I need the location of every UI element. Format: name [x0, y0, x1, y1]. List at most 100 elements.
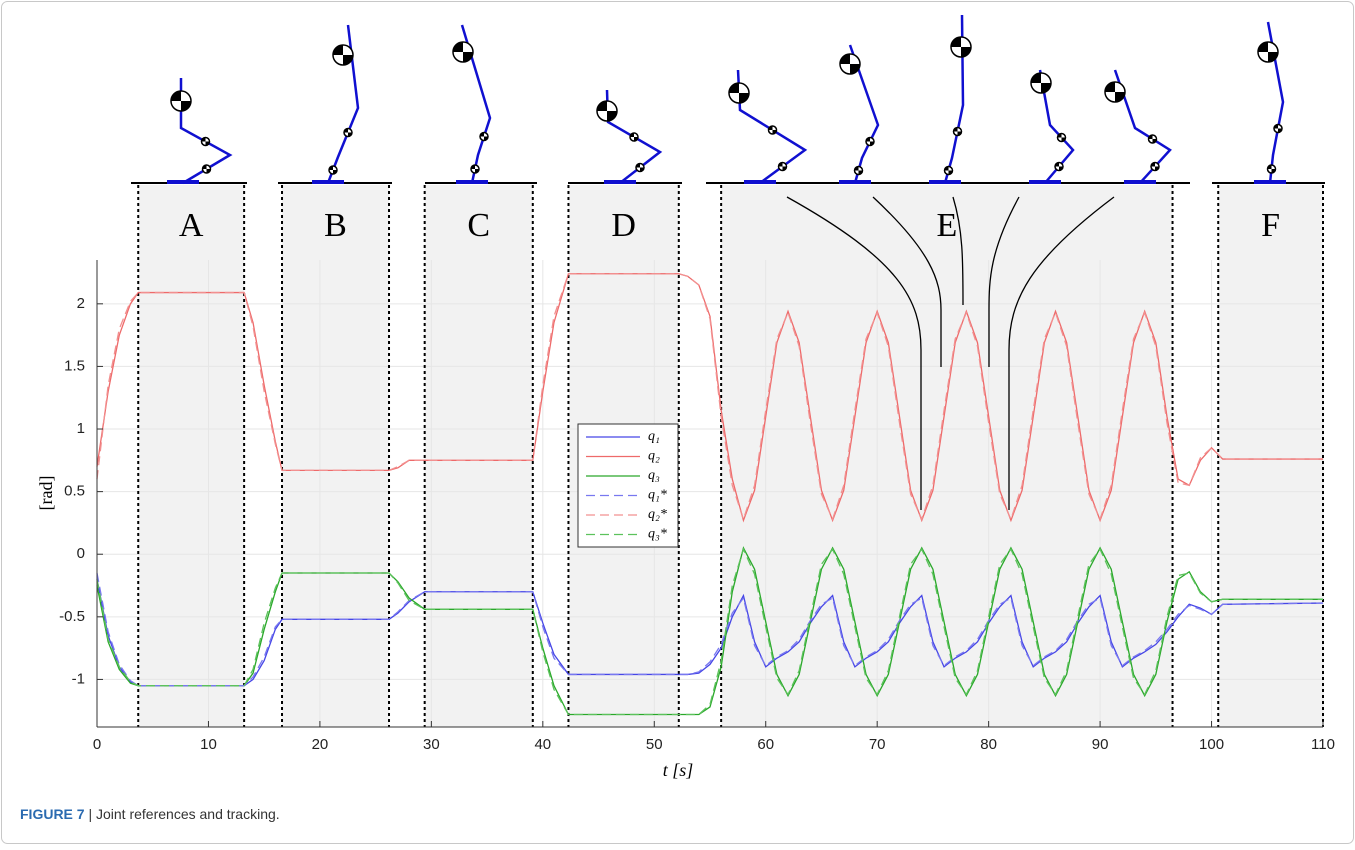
curve	[952, 196, 964, 306]
com-quadrant	[348, 132, 352, 137]
stick-figure	[839, 44, 880, 184]
com-quadrant	[870, 141, 874, 146]
stick-figure	[312, 24, 360, 184]
stick-figure	[728, 69, 808, 185]
legend-label: q₁*	[648, 488, 667, 503]
com-quadrant	[471, 165, 475, 169]
com-quadrant	[344, 128, 348, 133]
region-label: B	[324, 207, 347, 244]
x-tick-label: 20	[312, 736, 329, 753]
legend-box	[577, 423, 679, 548]
com-quadrant	[1059, 166, 1063, 171]
com-quadrant	[957, 131, 962, 136]
com-quadrant	[201, 137, 206, 142]
x-tick-label: 80	[980, 736, 997, 753]
com-quadrant	[1274, 124, 1278, 129]
series-line	[96, 579, 1324, 687]
com-quadrant	[480, 132, 484, 137]
com-quadrant	[329, 166, 333, 170]
legend: q₁ q₂ q₃ q₁* q₂* q₃*	[577, 423, 679, 548]
stick-figure	[1104, 69, 1172, 184]
com-quadrant	[961, 47, 971, 57]
com-quadrant	[850, 64, 860, 74]
region	[1218, 185, 1323, 727]
com-quadrant	[1041, 83, 1051, 93]
annotation-curves	[786, 196, 1115, 510]
com-quadrant	[634, 137, 638, 141]
x-tick-label: 50	[646, 736, 663, 753]
com-quadrant	[768, 126, 773, 130]
regions: A B C D E F	[138, 185, 1323, 727]
com-quadrant	[951, 37, 961, 47]
com-quadrant	[729, 83, 739, 93]
region-label: F	[1261, 207, 1280, 244]
com-quadrant	[1105, 82, 1115, 92]
region-label: E	[936, 207, 957, 244]
com-quadrant	[463, 52, 473, 62]
y-tick-label: 1.5	[64, 357, 85, 374]
com-quadrant	[333, 45, 343, 55]
com-quadrant	[782, 166, 787, 171]
x-tick-label: 0	[93, 736, 101, 753]
stick-figures	[131, 14, 1325, 185]
x-tick-label: 100	[1199, 736, 1224, 753]
series-line	[96, 273, 1323, 523]
region	[424, 185, 533, 727]
legend-label: q₃*	[648, 527, 667, 542]
com-quadrant	[1057, 133, 1062, 138]
curve	[872, 196, 942, 367]
x-tick-label: 40	[534, 736, 551, 753]
x-tick-label: 110	[1311, 736, 1335, 753]
com-quadrant	[205, 141, 210, 146]
y-tick-label: 2	[77, 295, 85, 312]
com-quadrant	[202, 165, 207, 169]
com-quadrant	[1155, 166, 1159, 171]
com-quadrant	[1268, 52, 1278, 62]
region	[138, 185, 245, 727]
region	[721, 185, 1173, 727]
x-tick-label: 90	[1092, 736, 1109, 753]
series-line	[96, 547, 1323, 716]
x-axis-label: t [s]	[663, 760, 694, 780]
stick-figure	[596, 89, 663, 184]
com-quadrant	[1152, 139, 1157, 143]
com-quadrant	[333, 170, 337, 174]
region-label: D	[611, 207, 636, 244]
x-tick-label: 60	[757, 736, 774, 753]
region-label: A	[179, 207, 204, 244]
com-quadrant	[1151, 162, 1155, 167]
com-quadrant	[854, 166, 859, 171]
com-quadrant	[171, 91, 181, 101]
legend-label: q₃	[648, 468, 660, 483]
com-quadrant	[866, 137, 870, 142]
com-quadrant	[1055, 162, 1059, 167]
com-quadrant	[1031, 73, 1041, 83]
curve	[786, 196, 922, 510]
y-tick-label: -0.5	[59, 608, 85, 625]
com-quadrant	[1258, 42, 1268, 52]
com-quadrant	[607, 111, 617, 121]
legend-label: q₁	[648, 429, 660, 444]
com-quadrant	[739, 93, 749, 103]
series-line	[96, 572, 1324, 687]
com-quadrant	[484, 136, 488, 141]
axes: 0 10 20 30 40 50 60 70 80 90 100 110 -1 -0.5 0 0.5 1 1.5 2	[59, 260, 1335, 753]
lines	[96, 185, 1324, 727]
com-quadrant	[1061, 137, 1066, 142]
y-tick-label: 0	[77, 545, 85, 562]
com-quadrant	[1267, 165, 1272, 169]
com-quadrant	[1115, 92, 1125, 102]
com-quadrant	[1278, 128, 1282, 133]
caption-label: FIGURE 7	[20, 806, 85, 822]
stick-figure	[452, 24, 492, 184]
caption: FIGURE 7 | Joint references and tracking…	[20, 806, 280, 822]
com-quadrant	[636, 163, 640, 168]
com-quadrant	[1271, 169, 1276, 173]
x-tick-label: 30	[423, 736, 440, 753]
x-tick-label: 70	[869, 736, 886, 753]
y-tick-label: -1	[72, 670, 85, 687]
curve	[988, 196, 1020, 367]
